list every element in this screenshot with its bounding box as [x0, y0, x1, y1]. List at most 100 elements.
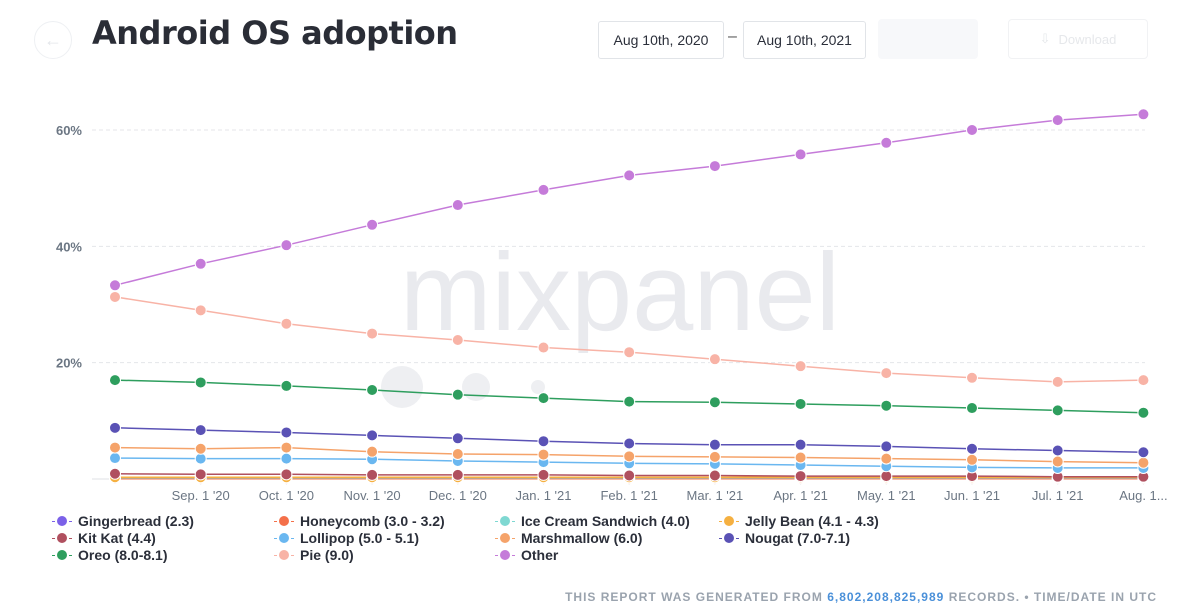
- date-from-picker[interactable]: Aug 10th, 2020: [598, 21, 724, 59]
- data-point: [451, 333, 464, 346]
- x-tick-label: Jul. 1 '21: [1032, 488, 1084, 503]
- watermark-dot: [381, 366, 423, 408]
- data-point: [1137, 374, 1150, 387]
- data-point: [366, 327, 379, 340]
- legend-item[interactable]: Jelly Bean (4.1 - 4.3): [719, 513, 879, 529]
- y-axis: 20% 40% 60%: [56, 123, 82, 371]
- data-point: [194, 442, 207, 455]
- data-point: [109, 374, 121, 387]
- legend-swatch-icon: [274, 516, 294, 526]
- watermark: mixpanel: [381, 231, 840, 408]
- legend-swatch-icon: [274, 550, 294, 560]
- legend-item[interactable]: Oreo (8.0-8.1): [52, 547, 167, 563]
- legend-label: Other: [521, 547, 559, 563]
- data-point: [280, 441, 293, 454]
- data-point: [109, 452, 121, 465]
- data-point: [966, 371, 978, 384]
- legend-label: Marshmallow (6.0): [521, 530, 643, 546]
- data-point: [708, 396, 721, 409]
- data-point: [194, 424, 207, 437]
- chart-type-toggle[interactable]: [878, 19, 978, 59]
- back-button[interactable]: ←: [34, 21, 72, 59]
- footer-suffix: RECORDS. • TIME/DATE IN UTC: [948, 590, 1157, 604]
- page-title: Android OS adoption: [92, 14, 458, 52]
- data-point: [794, 360, 807, 373]
- legend-item[interactable]: Pie (9.0): [274, 547, 354, 563]
- data-point: [280, 468, 293, 481]
- legend-item[interactable]: Ice Cream Sandwich (4.0): [495, 513, 690, 529]
- footer-record-count: 6,802,208,825,989: [827, 590, 945, 604]
- data-point: [794, 470, 807, 483]
- y-tick-label: 20%: [56, 356, 82, 371]
- legend-item[interactable]: Marshmallow (6.0): [495, 530, 642, 546]
- data-point: [708, 469, 721, 482]
- legend-swatch-dot: [500, 550, 510, 560]
- legend-item[interactable]: Other: [495, 547, 558, 563]
- legend-swatch-icon: [52, 516, 72, 526]
- x-tick-label: Oct. 1 '20: [259, 488, 314, 503]
- legend-item[interactable]: Lollipop (5.0 - 5.1): [274, 530, 419, 546]
- legend-swatch-icon: [52, 533, 72, 543]
- legend-swatch-icon: [719, 533, 739, 543]
- data-point: [366, 384, 379, 397]
- data-point: [966, 453, 978, 466]
- data-point: [1051, 375, 1064, 388]
- legend-swatch-icon: [495, 550, 515, 560]
- legend-label: Oreo (8.0-8.1): [78, 547, 168, 563]
- legend-swatch-dot: [500, 516, 510, 526]
- data-point: [794, 438, 807, 451]
- data-point: [794, 451, 807, 464]
- data-point: [623, 395, 636, 408]
- legend-swatch-icon: [495, 533, 515, 543]
- download-icon: ⇩: [1039, 31, 1051, 46]
- legend-item[interactable]: Honeycomb (3.0 - 3.2): [274, 513, 445, 529]
- data-point: [194, 468, 207, 481]
- data-point: [280, 452, 293, 465]
- legend-item[interactable]: Kit Kat (4.4): [52, 530, 156, 546]
- data-point: [1137, 446, 1150, 459]
- legend-item[interactable]: Nougat (7.0-7.1): [719, 530, 850, 546]
- download-button[interactable]: ⇩ Download: [1008, 19, 1148, 59]
- legend-swatch-icon: [719, 516, 739, 526]
- legend-swatch-dot: [57, 516, 67, 526]
- watermark-dot: [462, 373, 490, 401]
- legend-label: Gingerbread (2.3): [78, 513, 194, 529]
- data-point: [880, 470, 893, 483]
- data-point: [537, 435, 550, 448]
- data-point: [451, 199, 464, 212]
- legend-swatch-icon: [274, 533, 294, 543]
- legend-item[interactable]: Gingerbread (2.3): [52, 513, 194, 529]
- data-point: [880, 136, 893, 149]
- data-point: [1137, 108, 1150, 121]
- legend-swatch-dot: [724, 533, 734, 543]
- data-point: [880, 452, 893, 465]
- data-point: [1051, 455, 1064, 468]
- series-kit-kat-4-4-: [109, 467, 1150, 483]
- data-point: [1137, 456, 1150, 469]
- data-point: [966, 402, 978, 415]
- data-point: [194, 452, 207, 465]
- data-point: [1051, 444, 1064, 457]
- legend-swatch-dot: [500, 533, 510, 543]
- legend-swatch-dot: [279, 550, 289, 560]
- x-tick-label: Jun. 1 '21: [944, 488, 1000, 503]
- x-axis: Sep. 1 '20 Oct. 1 '20 Nov. 1 '20 Dec. 1 '20…: [172, 479, 1168, 503]
- data-point: [1051, 114, 1064, 127]
- date-to-picker[interactable]: Aug 10th, 2021: [743, 21, 866, 59]
- series-marshmallow-6-0-: [109, 441, 1150, 469]
- data-point: [966, 442, 978, 455]
- data-point: [1137, 406, 1150, 419]
- x-tick-label: Nov. 1 '20: [344, 488, 401, 503]
- legend-swatch-dot: [57, 533, 67, 543]
- data-point: [880, 399, 893, 412]
- legend-label: Ice Cream Sandwich (4.0): [521, 513, 690, 529]
- data-point: [794, 397, 807, 410]
- series-nougat-7-0-7-1-: [109, 421, 1150, 459]
- line-chart: mixpanel 20% 40% 60% Sep. 1 '20 Oct. 1 '20 N…: [56, 108, 1168, 503]
- data-point: [537, 341, 550, 354]
- data-point: [194, 304, 207, 317]
- x-tick-label: Apr. 1 '21: [773, 488, 828, 503]
- data-point: [537, 468, 550, 481]
- footer-prefix: THIS REPORT WAS GENERATED FROM: [565, 590, 823, 604]
- legend-label: Lollipop (5.0 - 5.1): [300, 530, 420, 546]
